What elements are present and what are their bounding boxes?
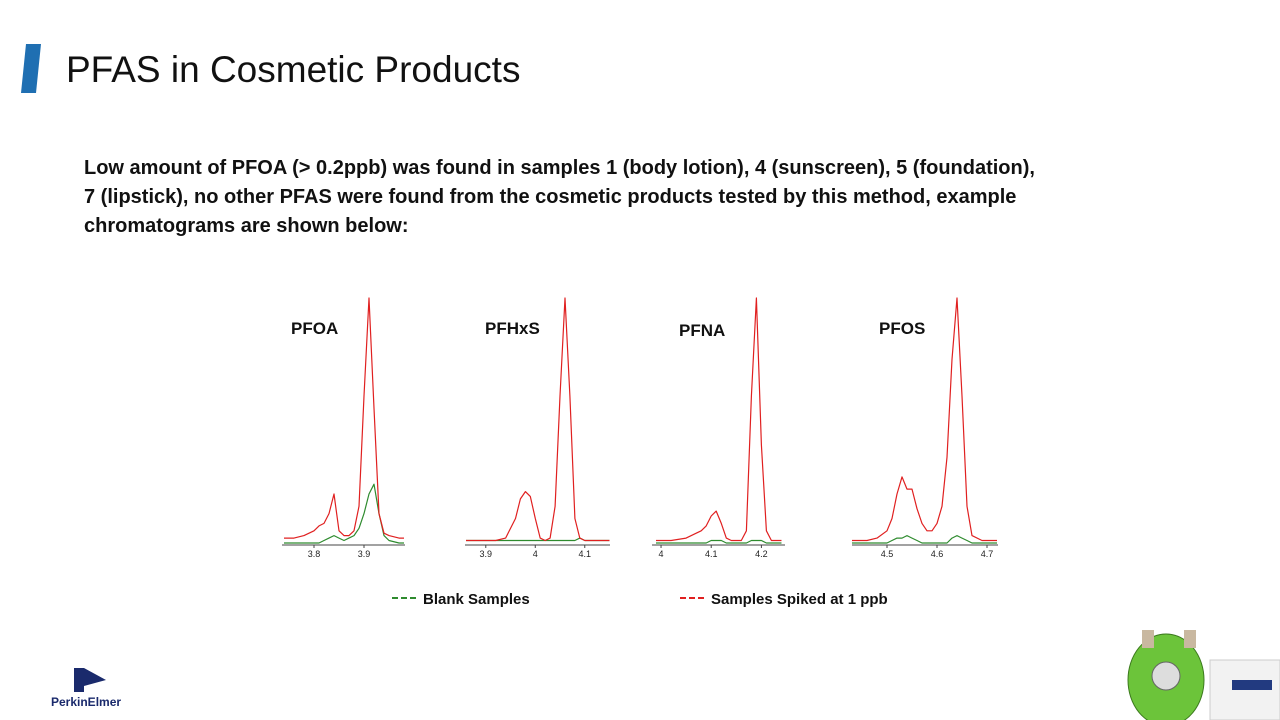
x-tick-label: 4.5 [881,549,894,559]
x-tick-label: 3.9 [480,549,493,559]
body-line: Low amount of PFOA (> 0.2ppb) was found … [84,157,1035,179]
x-tick-label: 4.2 [755,549,768,559]
chromatogram-line [466,537,610,542]
chart-title: PFOA [291,319,338,338]
chart-title: PFHxS [485,319,540,338]
x-tick-label: 4 [533,549,538,559]
instrument-image [1127,630,1280,720]
legend-label: Blank Samples [423,591,530,608]
body-line: 7 (lipstick), no other PFAS were found f… [84,186,1016,208]
x-tick-label: 4.6 [931,549,944,559]
chromatogram-line [466,297,610,542]
body-line: chromatograms are shown below: [84,215,409,237]
chromatogram-line [852,297,997,542]
chromatogram-line [656,539,782,544]
x-tick-label: 3.9 [358,549,371,559]
x-tick-label: 4.7 [981,549,994,559]
legend-label: Samples Spiked at 1 ppb [711,591,888,608]
chromatogram-line [284,297,404,539]
title-accent [21,44,41,93]
chromatogram-line [852,535,997,544]
x-tick-label: 4.1 [705,549,718,559]
x-tick-label: 4.1 [579,549,592,559]
x-tick-label: 4 [659,549,664,559]
chromatogram-line [656,297,782,542]
x-tick-label: 3.8 [308,549,321,559]
chart-title: PFOS [879,319,925,338]
chart-title: PFNA [679,321,725,340]
logo: PerkinElmer [51,668,121,709]
slide-title: PFAS in Cosmetic Products [66,49,520,90]
logo-text: PerkinElmer [51,695,121,709]
